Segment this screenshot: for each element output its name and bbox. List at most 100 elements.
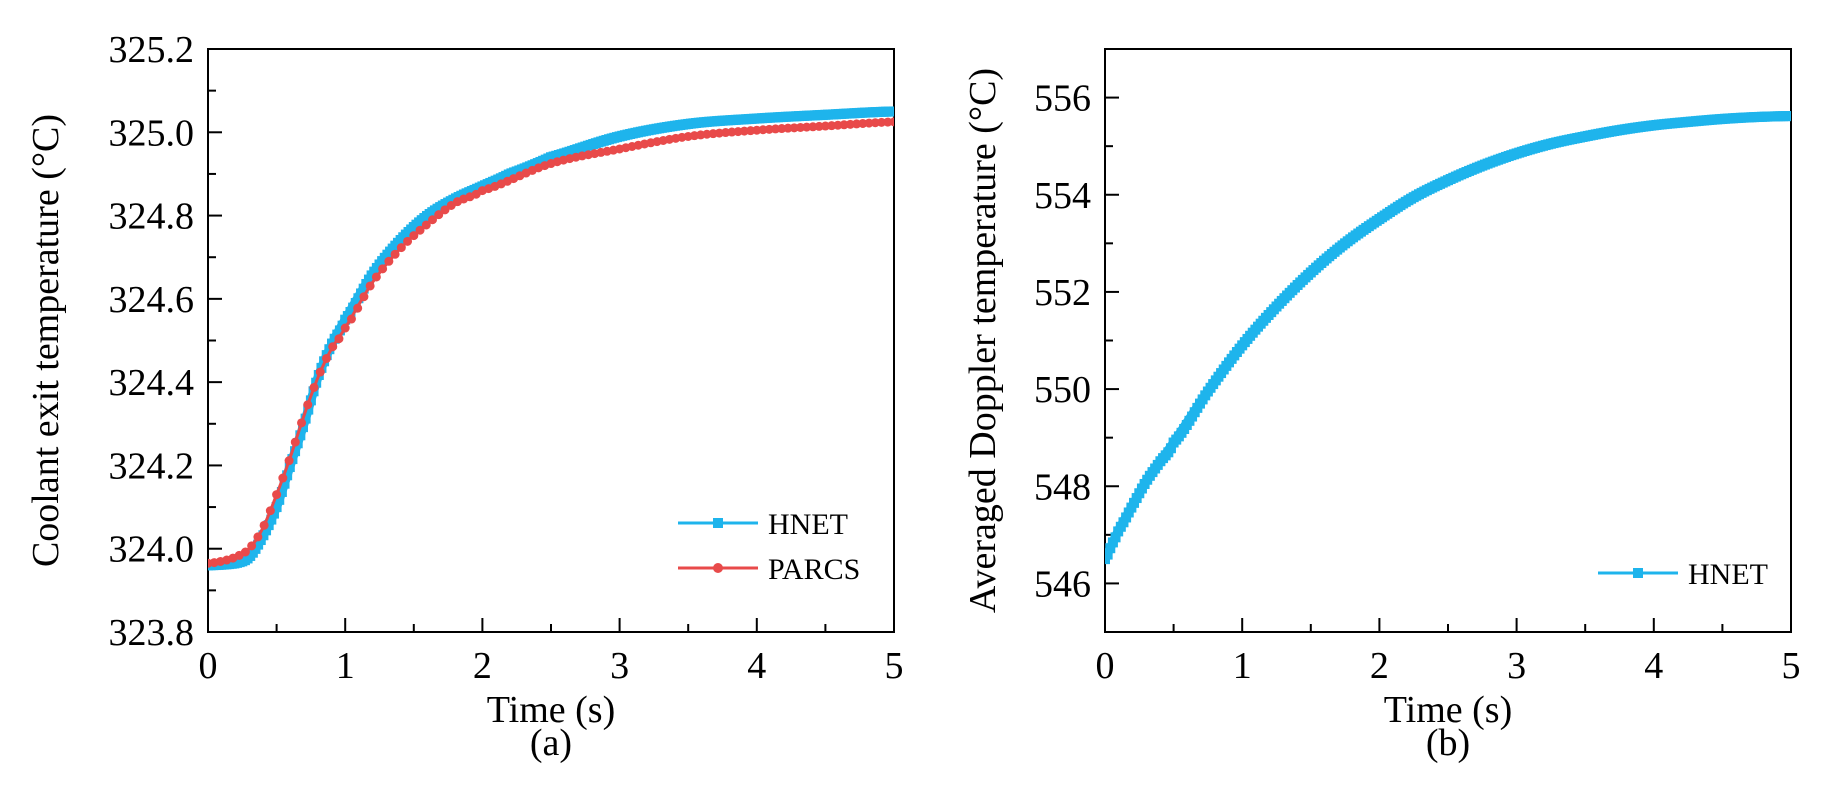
data-point-parcs	[378, 264, 388, 274]
legend-item-parcs: PARCS	[678, 553, 860, 586]
legend-label: HNET	[1688, 558, 1768, 591]
y-axis-title: Coolant exit temperature (°C)	[25, 114, 67, 567]
y-tick-label: 324.0	[109, 529, 195, 571]
data-point-parcs	[403, 236, 413, 246]
data-point-hnet	[1105, 543, 1116, 554]
x-tick-label: 1	[336, 645, 355, 687]
x-tick-label: 2	[1370, 645, 1389, 687]
data-point-parcs	[272, 490, 282, 500]
data-point-hnet	[1165, 443, 1176, 454]
y-tick-label: 324.4	[109, 362, 195, 404]
series-line-parcs	[208, 120, 894, 565]
legend-label: PARCS	[768, 553, 860, 586]
data-point-hnet	[295, 430, 306, 441]
y-tick-label: 325.2	[109, 29, 195, 71]
data-point-parcs	[384, 256, 394, 266]
data-point-parcs	[415, 225, 425, 235]
data-point-parcs	[390, 249, 400, 259]
data-point-parcs	[353, 303, 363, 313]
data-point-parcs	[253, 532, 263, 542]
y-tick-label: 550	[1034, 369, 1091, 411]
x-axis-title: Time (s)	[487, 689, 615, 731]
data-point-hnet	[1107, 537, 1118, 548]
x-tick-label: 4	[747, 645, 766, 687]
x-tick-label: 3	[1507, 645, 1526, 687]
plot-frame	[1104, 48, 1792, 633]
x-tick-label: 4	[1644, 645, 1663, 687]
x-tick-label: 1	[1233, 645, 1252, 687]
data-point-hnet	[279, 478, 290, 489]
y-axis-title: Averaged Doppler temperature (°C)	[962, 68, 1004, 613]
data-point-parcs	[321, 353, 331, 363]
y-tick-label: 324.2	[109, 445, 195, 487]
series-parcs	[208, 117, 894, 568]
data-point-parcs	[303, 400, 313, 410]
data-point-hnet	[300, 413, 311, 424]
panel-label: (a)	[530, 722, 572, 764]
data-point-parcs	[290, 437, 300, 447]
data-point-parcs	[346, 314, 356, 324]
y-tick-label: 323.8	[109, 612, 195, 654]
data-point-parcs	[284, 456, 294, 466]
series-line-hnet	[208, 106, 894, 570]
x-tick-label: 5	[1782, 645, 1801, 687]
y-tick-label: 324.8	[109, 196, 195, 238]
data-point-hnet	[274, 494, 285, 505]
data-point-hnet	[261, 525, 272, 536]
x-tick-label: 0	[199, 645, 218, 687]
data-point-parcs	[428, 215, 438, 225]
data-point-parcs	[359, 292, 369, 302]
y-tick-label: 325.0	[109, 112, 195, 154]
y-tick-label: 556	[1034, 78, 1091, 120]
data-point-hnet	[268, 508, 279, 519]
data-point-hnet	[284, 462, 295, 473]
x-tick-label: 0	[1096, 645, 1115, 687]
legend-item-hnet: HNET	[1598, 558, 1768, 591]
series-hnet	[208, 106, 894, 571]
x-axis-title: Time (s)	[1384, 689, 1512, 731]
data-point-parcs	[434, 210, 444, 220]
data-point-hnet	[1110, 532, 1121, 543]
y-tick-label: 324.6	[109, 279, 195, 321]
data-point-hnet	[303, 404, 314, 415]
series-group	[1105, 111, 1791, 565]
data-point-hnet	[1786, 111, 1791, 122]
x-tick-label: 3	[610, 645, 629, 687]
data-point-hnet	[290, 446, 301, 457]
plot-frame	[207, 48, 895, 633]
data-point-hnet	[263, 520, 274, 531]
series-group	[208, 106, 894, 571]
data-point-hnet	[282, 470, 293, 481]
data-point-parcs	[297, 418, 307, 428]
data-point-hnet	[276, 486, 287, 497]
data-point-parcs	[409, 231, 419, 241]
x-tick-label: 5	[885, 645, 904, 687]
data-point-parcs	[334, 334, 344, 344]
data-point-parcs	[247, 541, 257, 551]
data-point-parcs	[240, 547, 250, 557]
x-tick-label: 2	[473, 645, 492, 687]
chart-panel-a: 0 1 2 3 4 5 323.8 324.0 324.2 324.4 324.6 324.8 325.…	[25, 29, 904, 764]
y-tick-label: 548	[1034, 466, 1091, 508]
data-point-parcs	[315, 367, 325, 377]
data-point-parcs	[265, 506, 275, 516]
y-tick-label: 554	[1034, 175, 1091, 217]
legend-marker-parcs	[713, 563, 723, 573]
y-tick-label: 552	[1034, 272, 1091, 314]
chart-panel-b: 0 1 2 3 4 5 546 548 550 552 554 556 Time (s) Averaged…	[962, 48, 1801, 764]
data-point-parcs	[421, 220, 431, 230]
data-point-parcs	[340, 323, 350, 333]
data-point-hnet	[297, 422, 308, 433]
data-point-parcs	[278, 473, 288, 483]
data-point-hnet	[271, 502, 282, 513]
data-point-parcs	[440, 205, 450, 215]
data-point-parcs	[259, 520, 269, 530]
data-point-parcs	[396, 243, 406, 253]
legend-item-hnet: HNET	[678, 508, 848, 541]
legend-marker-hnet	[713, 518, 723, 528]
data-point-hnet	[889, 106, 894, 117]
y-tick-label: 546	[1034, 563, 1091, 605]
series-hnet	[1105, 111, 1791, 565]
data-point-parcs	[889, 117, 894, 127]
